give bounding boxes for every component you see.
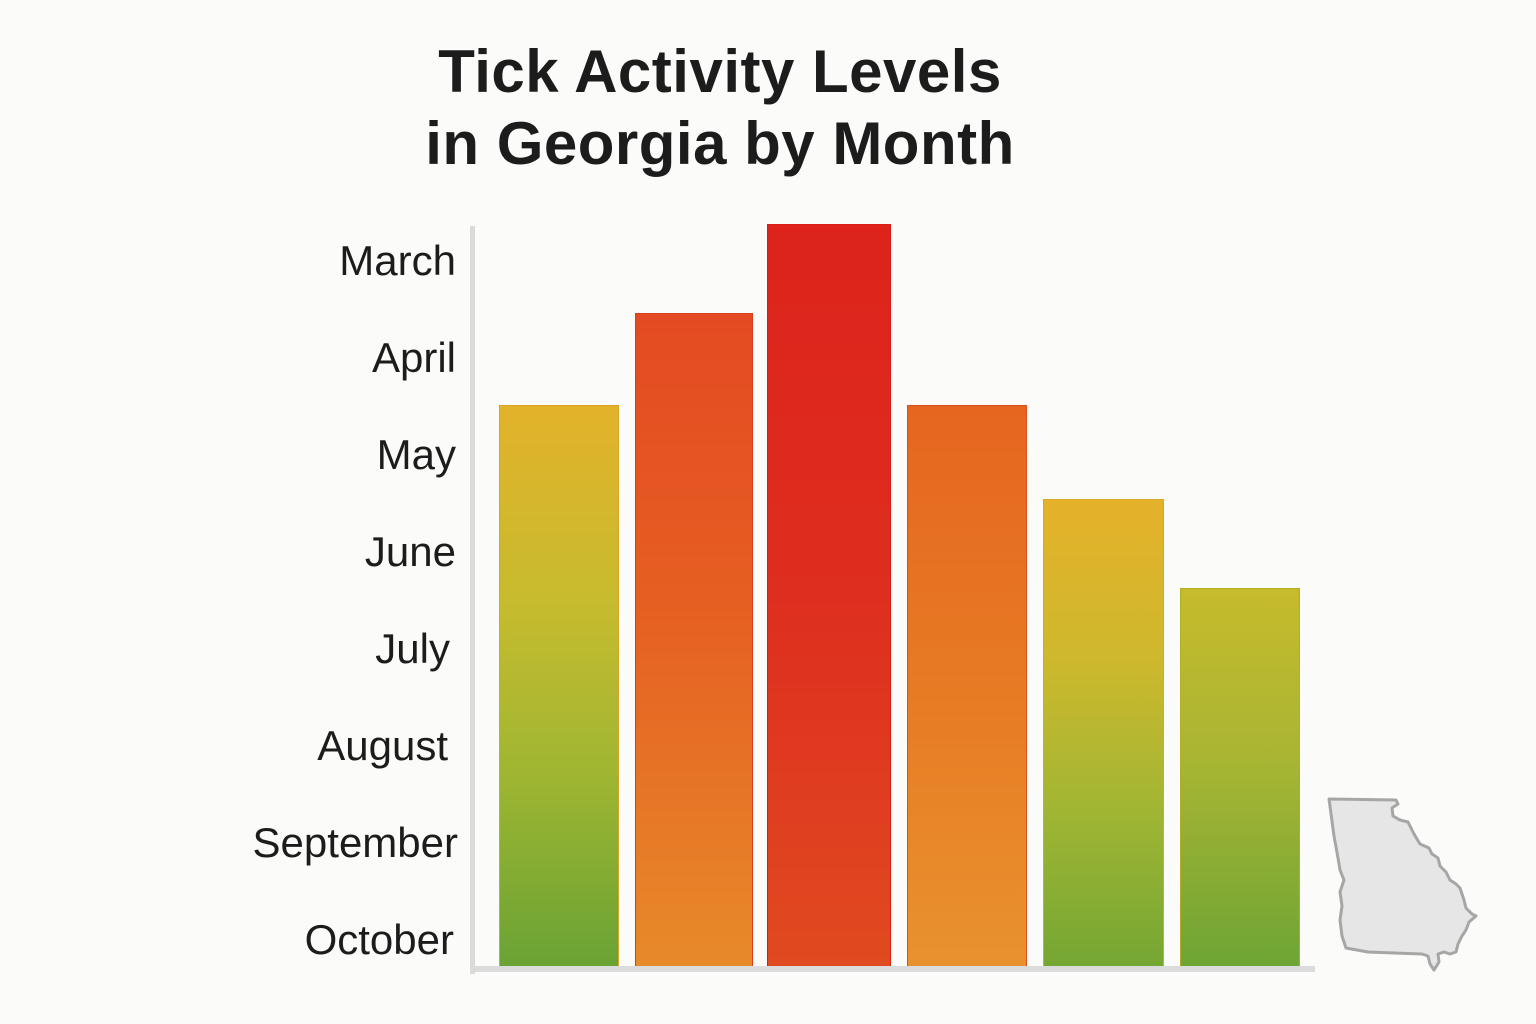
bar-1: [499, 405, 619, 967]
y-label-march: March: [339, 237, 456, 284]
bar-5: [1043, 499, 1164, 967]
y-label-august: August: [317, 722, 448, 769]
georgia-state-outline-icon: [1326, 796, 1480, 978]
x-axis-line: [470, 966, 1315, 972]
y-label-october: October: [304, 916, 454, 963]
bar-4: [907, 405, 1027, 967]
bar-6: [1180, 588, 1300, 967]
plot-area: [475, 224, 1315, 967]
y-label-july: July: [375, 625, 450, 672]
bar-3: [767, 224, 891, 967]
chart-title-line-1: Tick Activity Levels: [438, 38, 1002, 105]
y-axis-labels: March April May June July August Septemb…: [200, 212, 458, 972]
bar-2: [635, 313, 753, 967]
chart-title-line-2: in Georgia by Month: [425, 110, 1015, 177]
y-label-june: June: [364, 528, 456, 575]
y-label-may: May: [376, 431, 456, 478]
y-label-april: April: [371, 334, 456, 381]
y-label-september: September: [252, 819, 458, 866]
y-axis-line: [470, 226, 475, 974]
chart-title: Tick Activity Levels in Georgia by Month: [380, 36, 1060, 180]
